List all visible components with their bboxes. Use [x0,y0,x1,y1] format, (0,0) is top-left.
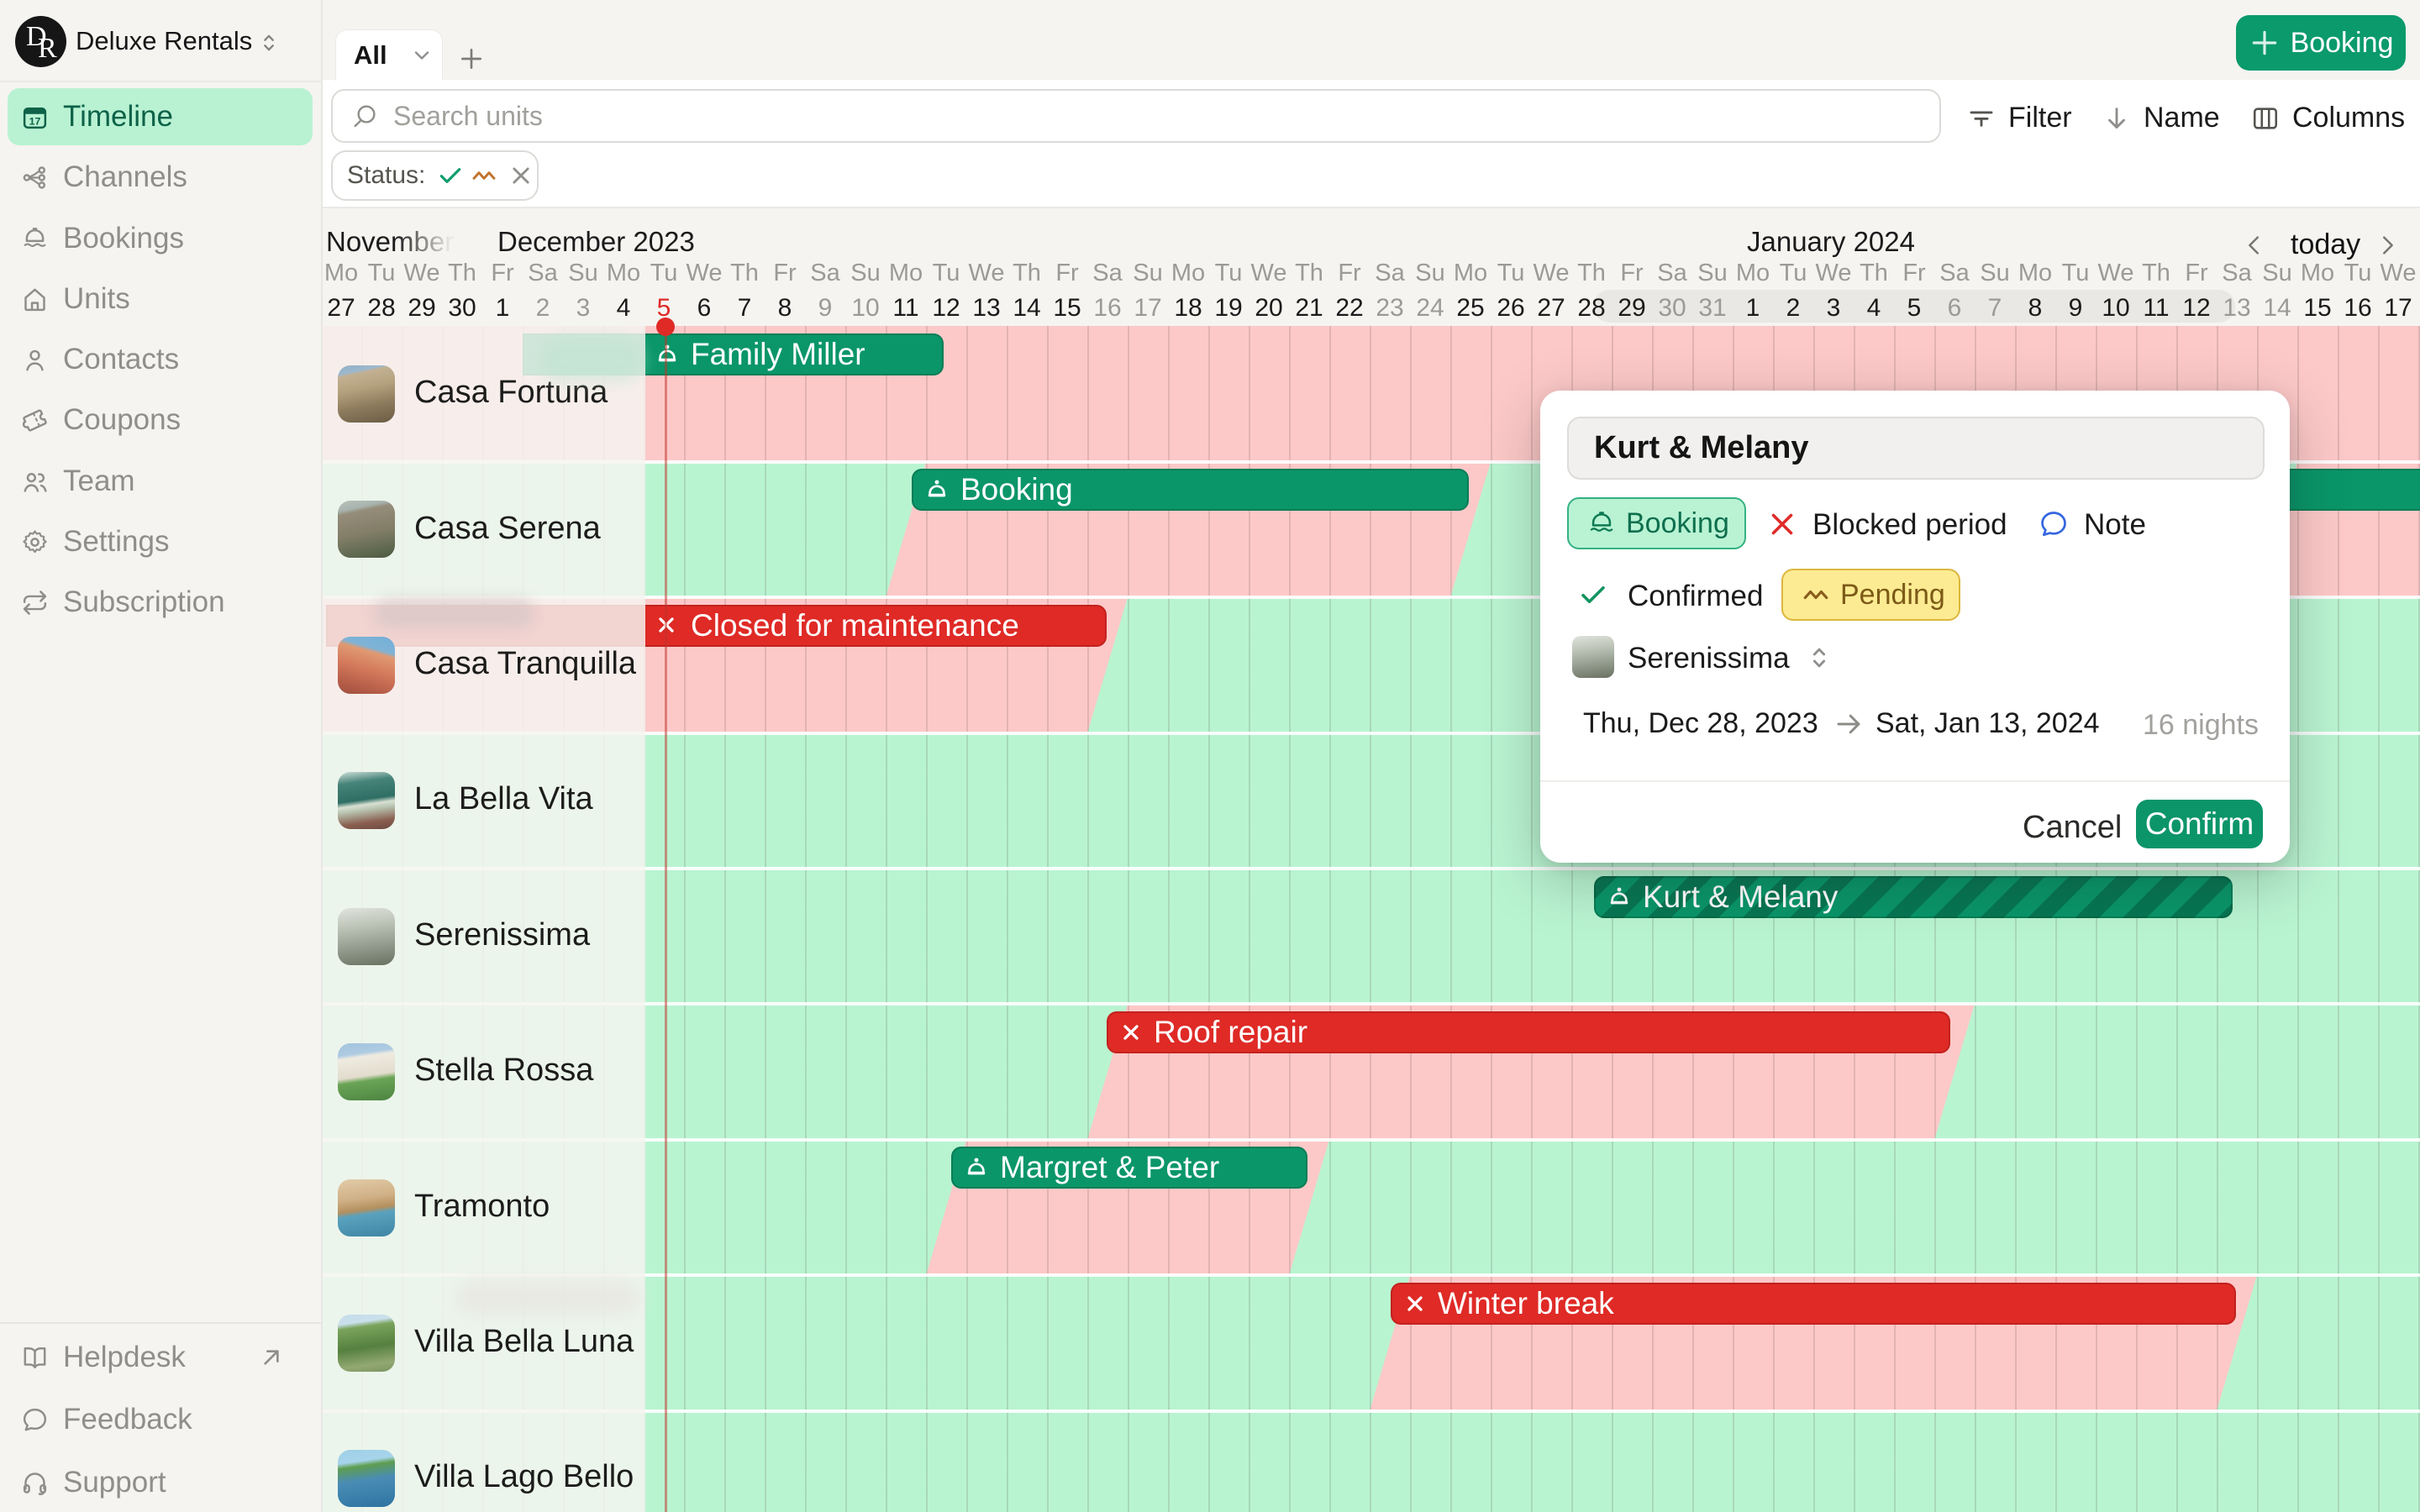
svg-text:17: 17 [29,115,41,127]
